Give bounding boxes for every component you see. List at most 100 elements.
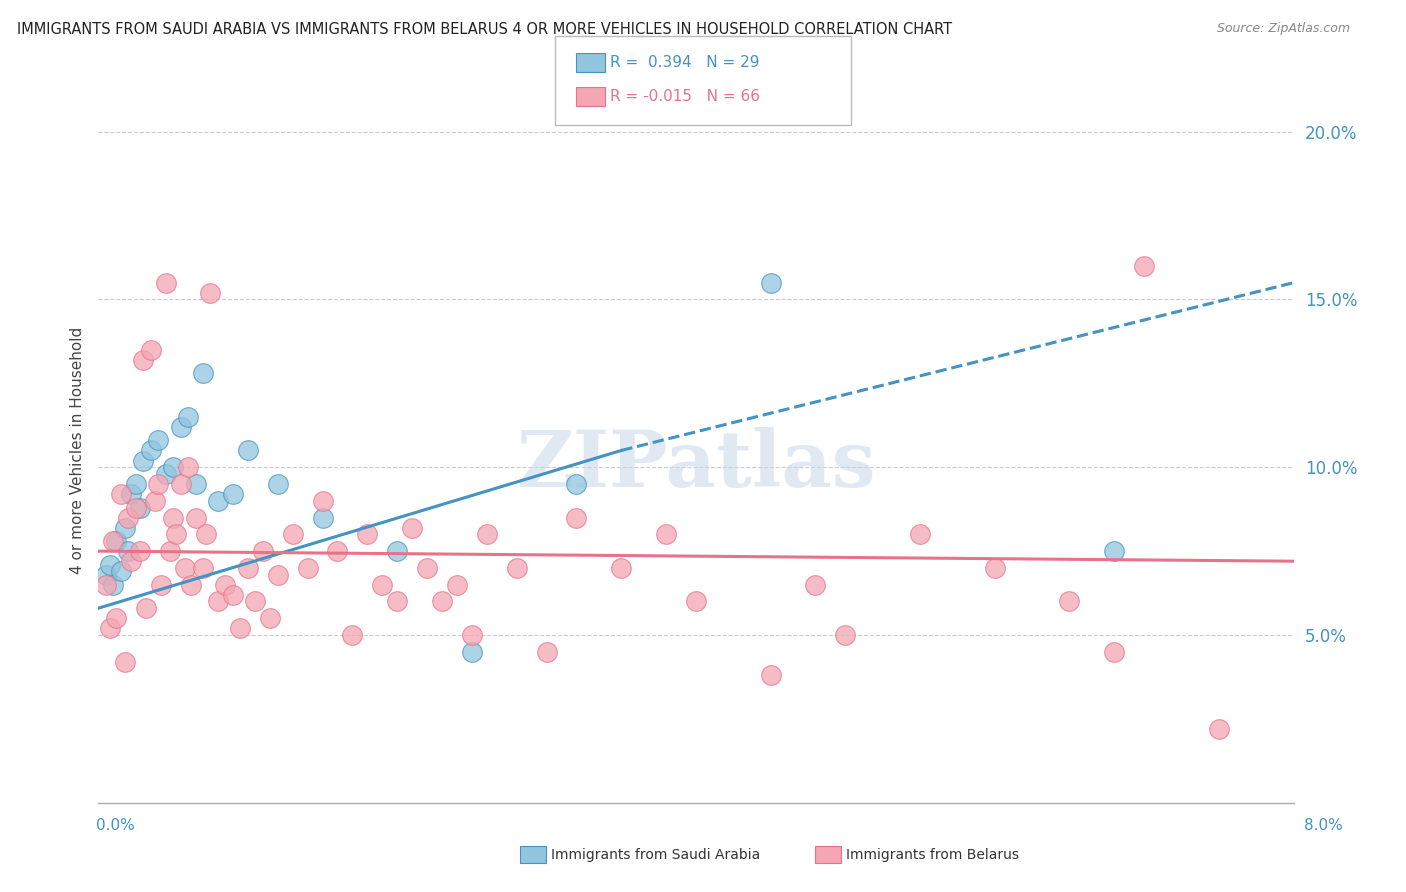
Point (103, 577, 125, 591)
Y-axis label: 4 or more Vehicles in Household: 4 or more Vehicles in Household (69, 326, 84, 574)
Point (94, 567, 117, 582)
Point (191, 366, 214, 380)
Text: R = -0.015   N = 66: R = -0.015 N = 66 (610, 89, 761, 103)
Point (125, 500, 148, 515)
Point (506, 561, 529, 575)
Point (1133, 259, 1156, 273)
Point (984, 561, 1007, 575)
Point (120, 554, 142, 568)
Point (132, 453, 155, 467)
Point (184, 477, 207, 491)
Text: IMMIGRANTS FROM SAUDI ARABIA VS IMMIGRANTS FROM BELARUS 4 OR MORE VEHICLES IN HO: IMMIGRANTS FROM SAUDI ARABIA VS IMMIGRAN… (17, 22, 952, 37)
Point (129, 544, 152, 558)
Point (159, 544, 181, 558)
Point (297, 561, 319, 575)
Point (565, 510, 588, 524)
Point (371, 577, 394, 591)
Point (94, 577, 117, 591)
Point (148, 477, 170, 491)
Point (401, 521, 423, 535)
Point (1208, 722, 1230, 736)
Point (311, 510, 333, 524)
Point (655, 527, 678, 541)
Point (685, 594, 707, 608)
Point (117, 544, 139, 558)
Point (169, 477, 191, 491)
Point (214, 577, 236, 591)
Point (150, 577, 173, 591)
Point (103, 534, 125, 549)
Point (207, 493, 229, 508)
Point (114, 655, 136, 669)
Text: 0.0%: 0.0% (96, 818, 135, 832)
Point (222, 487, 245, 501)
Point (416, 561, 439, 575)
Point (759, 276, 782, 290)
Point (565, 477, 588, 491)
Point (475, 527, 498, 541)
Point (135, 601, 157, 615)
Point (1104, 645, 1126, 659)
Point (105, 611, 128, 625)
Point (610, 561, 633, 575)
Point (177, 409, 200, 424)
Point (834, 628, 856, 642)
Text: Source: ZipAtlas.com: Source: ZipAtlas.com (1216, 22, 1350, 36)
Point (132, 352, 155, 367)
Point (110, 487, 132, 501)
Point (148, 434, 170, 448)
Point (120, 487, 142, 501)
Point (105, 534, 128, 549)
Point (281, 527, 304, 541)
Point (311, 493, 333, 508)
Point (236, 561, 259, 575)
Point (1104, 544, 1126, 558)
Point (236, 443, 259, 458)
Point (169, 420, 191, 434)
Point (356, 527, 378, 541)
Point (245, 594, 267, 608)
Point (430, 594, 453, 608)
Point (195, 527, 218, 541)
Point (536, 645, 558, 659)
Text: R =  0.394   N = 29: R = 0.394 N = 29 (610, 55, 759, 70)
Point (759, 668, 782, 682)
Point (342, 628, 364, 642)
Point (191, 561, 214, 575)
Point (259, 611, 281, 625)
Point (461, 645, 484, 659)
Point (143, 493, 166, 508)
Point (180, 577, 202, 591)
Point (229, 621, 252, 635)
Point (114, 521, 136, 535)
Point (98, 621, 122, 635)
Point (155, 467, 177, 481)
Point (461, 628, 484, 642)
Point (184, 510, 207, 524)
Point (139, 443, 162, 458)
Point (98, 558, 122, 572)
Point (267, 477, 290, 491)
Point (1059, 594, 1081, 608)
Point (125, 477, 148, 491)
Point (804, 577, 827, 591)
Point (139, 343, 162, 357)
Point (908, 527, 931, 541)
Text: Immigrants from Belarus: Immigrants from Belarus (846, 847, 1019, 862)
Point (446, 577, 468, 591)
Point (385, 594, 409, 608)
Point (174, 561, 197, 575)
Text: Immigrants from Saudi Arabia: Immigrants from Saudi Arabia (551, 847, 761, 862)
Point (252, 544, 274, 558)
Point (162, 510, 184, 524)
Point (207, 594, 229, 608)
Point (110, 564, 132, 578)
Point (117, 510, 139, 524)
Point (165, 527, 187, 541)
Text: ZIPatlas: ZIPatlas (516, 426, 876, 502)
Point (200, 285, 222, 300)
Point (177, 460, 200, 475)
Point (222, 588, 245, 602)
Point (129, 500, 152, 515)
Text: 8.0%: 8.0% (1303, 818, 1343, 832)
